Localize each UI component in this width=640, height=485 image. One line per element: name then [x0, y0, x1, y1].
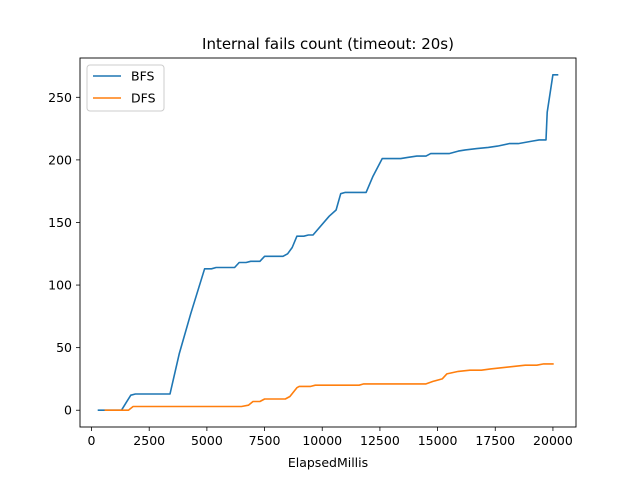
y-tick-label: 0	[64, 403, 72, 418]
legend-label-bfs: BFS	[131, 69, 155, 84]
y-tick-label: 200	[48, 152, 72, 167]
x-tick-label: 7500	[249, 433, 281, 448]
x-axis-label: ElapsedMillis	[288, 455, 368, 470]
series-line-bfs	[97, 74, 559, 412]
x-tick-label: 12500	[360, 433, 400, 448]
y-tick-label: 50	[56, 340, 72, 355]
series-line-dfs	[104, 363, 554, 412]
x-tick-label: 10000	[302, 433, 342, 448]
x-tick-label: 5000	[191, 433, 223, 448]
x-tick-label: 20000	[533, 433, 573, 448]
legend-label-dfs: DFS	[131, 91, 156, 106]
x-tick-label: 15000	[418, 433, 458, 448]
y-tick-label: 150	[48, 215, 72, 230]
x-tick-label: 0	[88, 433, 96, 448]
x-axis: 0 2500 5000 7500 10000 12500 15000 17500 20000	[88, 427, 573, 448]
series-layer	[97, 74, 559, 412]
x-tick-label: 17500	[475, 433, 515, 448]
y-axis: 0 50 100 150 200 250	[48, 90, 80, 418]
y-tick-label: 100	[48, 278, 72, 293]
x-tick-label: 2500	[133, 433, 165, 448]
y-tick-label: 250	[48, 90, 72, 105]
legend: BFS DFS	[86, 64, 165, 112]
plot-frame	[79, 57, 577, 428]
chart-title: Internal fails count (timeout: 20s)	[202, 35, 454, 53]
